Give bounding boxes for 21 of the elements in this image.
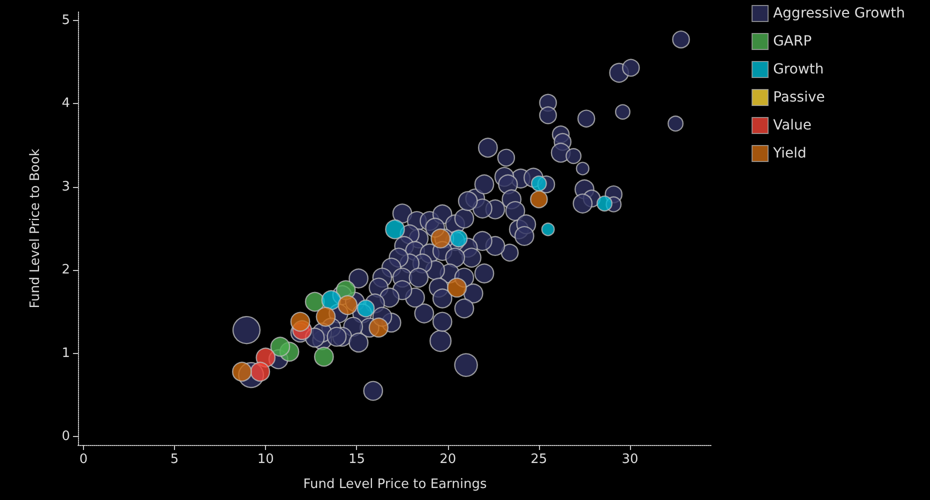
y-tick-label: 4 [62, 96, 70, 112]
x-tick-label: 0 [79, 452, 88, 467]
y-tick-label: 2 [62, 262, 70, 278]
y-tick-label: 0 [62, 429, 70, 444]
legend-label: Value [773, 118, 812, 134]
legend-label: Growth [773, 62, 824, 78]
legend-label: Passive [773, 90, 825, 106]
x-tick-label: 20 [440, 452, 456, 467]
x-tick-label: 5 [170, 452, 179, 467]
x-tick-label: 25 [530, 452, 548, 467]
legend-label: GARP [773, 34, 812, 50]
legend-label: Aggressive Growth [773, 6, 906, 22]
y-tick-label: 1 [62, 346, 70, 361]
y-tick-label: 5 [62, 12, 70, 28]
x-tick-label: 10 [257, 452, 274, 467]
x-axis-title: Fund Level Price to Earnings [303, 477, 487, 492]
x-tick-label: 30 [622, 452, 638, 467]
x-tick-label: 15 [348, 452, 366, 467]
y-axis-title: Fund Level Price to Book [28, 148, 43, 308]
y-tick-label: 3 [62, 179, 70, 194]
legend-label: Yield [772, 146, 806, 162]
